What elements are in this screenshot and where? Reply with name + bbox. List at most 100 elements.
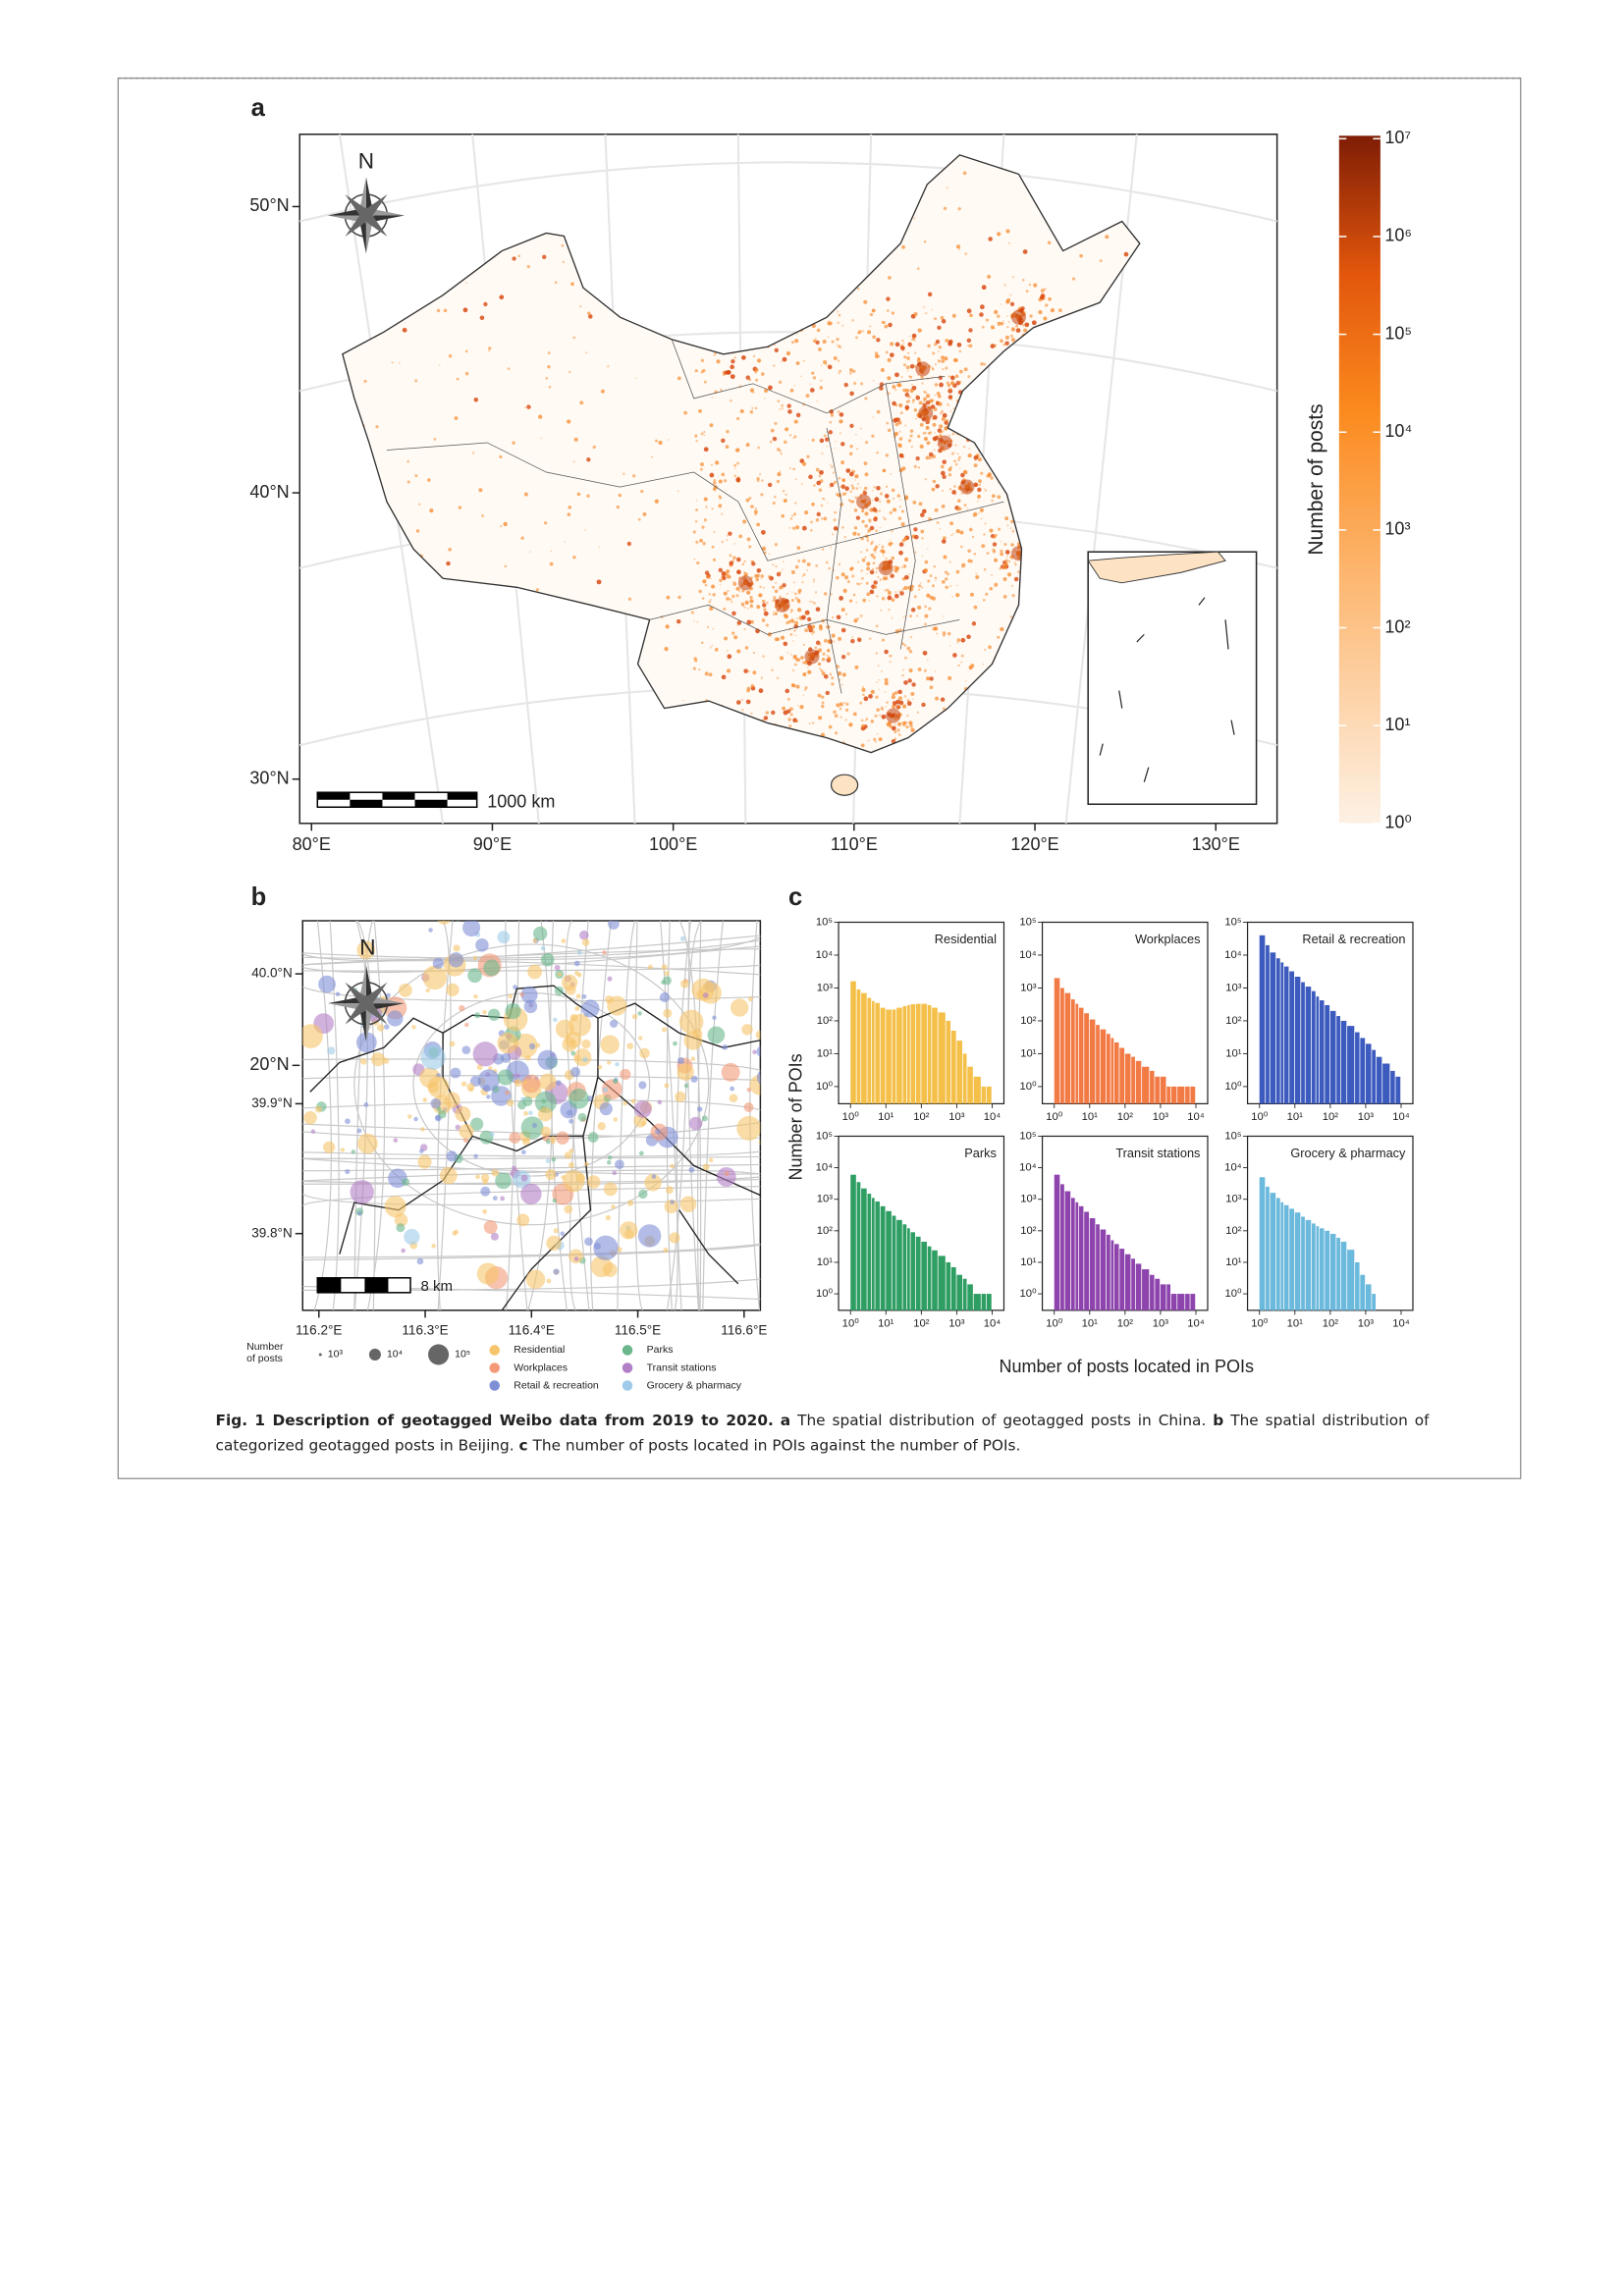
post-dot (772, 585, 776, 589)
post-dot (902, 342, 905, 345)
post-dot (554, 281, 558, 285)
post-dot (924, 622, 927, 626)
post-dot (879, 526, 882, 529)
caption-part: The spatial distribution of geotagged po… (797, 1414, 1207, 1430)
post-dot (936, 632, 939, 635)
category-swatch (489, 1345, 500, 1356)
poi-bubble (523, 1110, 529, 1116)
y-tick-label: 10⁴ (816, 949, 834, 961)
post-dot (710, 463, 714, 466)
x-tick-label: 10³ (1358, 1111, 1375, 1123)
post-dot (839, 432, 841, 435)
post-dot (933, 449, 936, 452)
post-dot (824, 437, 830, 442)
y-tick-label: 10³ (1225, 1194, 1242, 1205)
poi-bubble (356, 1210, 362, 1216)
poi-bubble (487, 1008, 501, 1021)
post-dot (898, 402, 903, 408)
bar (1100, 1029, 1107, 1104)
post-dot (849, 490, 852, 494)
post-dot (897, 516, 902, 520)
post-dot (823, 592, 828, 596)
post-dot (967, 454, 969, 457)
post-dot (819, 438, 825, 444)
post-dot (941, 539, 947, 544)
bar (1142, 1066, 1150, 1104)
post-dot (878, 544, 881, 546)
post-dot (726, 429, 730, 434)
post-dot (815, 563, 818, 567)
poi-bubble (581, 993, 587, 999)
post-dot (740, 698, 743, 702)
post-dot (479, 315, 485, 321)
post-dot (756, 573, 760, 578)
bar (867, 1194, 872, 1310)
post-dot (753, 509, 758, 514)
post-dot (473, 397, 479, 402)
post-dot (985, 592, 989, 596)
y-tick-label: 10⁰ (1224, 1081, 1242, 1093)
poi-bubble (724, 1170, 730, 1177)
post-dot (840, 442, 845, 447)
post-dot (709, 423, 714, 428)
post-dot (966, 507, 969, 510)
post-dot (857, 582, 861, 586)
poi-bubble (620, 1068, 631, 1081)
post-dot (724, 479, 728, 483)
post-dot (789, 632, 793, 636)
post-dot (1044, 288, 1047, 291)
post-dot (957, 455, 961, 459)
poi-bubble (633, 1100, 652, 1118)
post-dot (779, 449, 782, 453)
post-dot (939, 528, 942, 530)
post-dot (820, 504, 824, 507)
post-dot (886, 421, 890, 425)
post-dot (794, 564, 799, 569)
post-dot (943, 633, 946, 637)
post-dot (800, 656, 804, 660)
post-dot (760, 676, 764, 679)
poi-bubble (545, 1139, 551, 1145)
poi-bubble (411, 1025, 416, 1030)
post-dot (520, 536, 524, 540)
post-dot (754, 507, 757, 510)
post-dot (762, 603, 767, 608)
post-dot (955, 569, 960, 574)
post-dot (893, 691, 898, 695)
post-dot (968, 448, 971, 451)
colorbar-tick-label: 10⁴ (1384, 421, 1412, 441)
bar (921, 1003, 927, 1104)
post-dot (928, 431, 932, 435)
post-dot (906, 701, 912, 706)
post-dot (739, 408, 744, 414)
post-dot (923, 431, 927, 435)
post-dot (933, 317, 935, 319)
post-dot (755, 577, 759, 582)
poi-bubble (500, 1052, 512, 1063)
poi-bubble (435, 1115, 441, 1121)
x-tick-label: 10¹ (1287, 1111, 1304, 1123)
post-dot (907, 400, 911, 402)
post-dot (948, 488, 952, 491)
post-dot (744, 600, 749, 606)
post-dot (752, 354, 756, 358)
post-dot (713, 479, 717, 482)
x-axis-label: Number of posts located in POIs (999, 1357, 1254, 1376)
north-label: N (359, 935, 375, 960)
post-dot (789, 388, 794, 393)
post-dot (889, 661, 892, 664)
post-dot (839, 716, 842, 719)
bar (850, 981, 856, 1104)
bar (1160, 1076, 1166, 1104)
poi-bubble (620, 1221, 638, 1240)
post-dot (1000, 339, 1003, 344)
post-dot (448, 354, 453, 358)
post-dot (779, 380, 783, 384)
post-dot (721, 540, 724, 544)
post-dot (854, 474, 859, 479)
post-dot (1003, 284, 1006, 287)
post-dot (789, 612, 792, 614)
post-dot (941, 505, 946, 508)
caption-part: The number of posts located in POIs agai… (532, 1438, 1021, 1456)
post-dot (926, 441, 931, 446)
